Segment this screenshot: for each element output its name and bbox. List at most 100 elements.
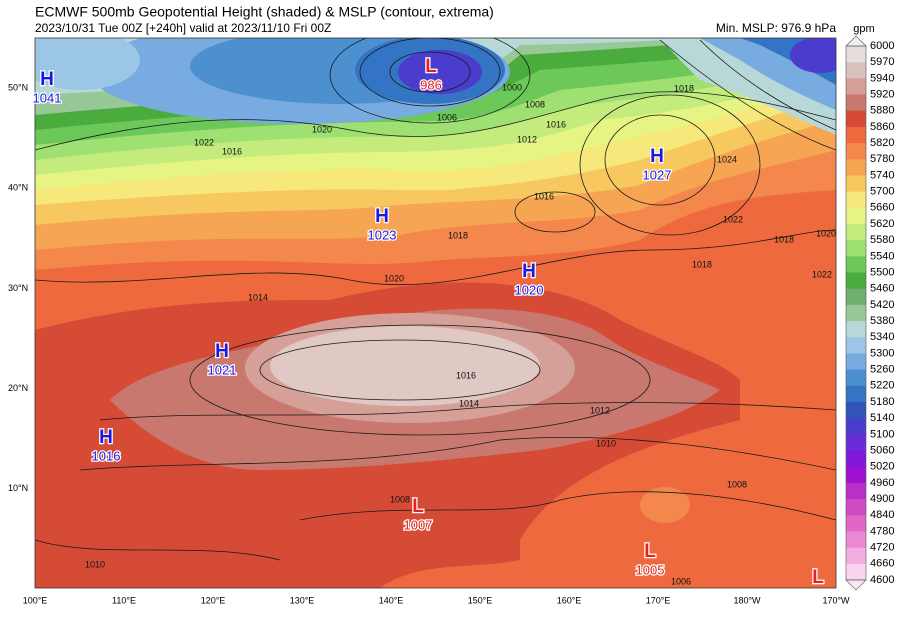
isobar-label: 1024 [717,154,737,164]
colorbar-segment [846,78,866,96]
lon-label: 150°E [468,595,493,605]
colorbar-label: 5540 [870,250,894,262]
colorbar-label: 5880 [870,105,894,117]
colorbar-label: 4720 [870,542,894,554]
lon-label: 180°W [733,595,761,605]
colorbar-label: 5500 [870,266,894,278]
isobar-label: 1010 [85,559,105,569]
lat-label: 30°N [8,283,28,293]
colorbar-label: 4660 [870,558,894,570]
colorbar-label: 5060 [870,444,894,456]
lat-label: 40°N [8,183,28,193]
extremum-letter: L [412,496,424,517]
extremum-letter: H [375,206,389,227]
colorbar-segment [846,46,866,63]
colorbar-label: 5100 [870,428,894,440]
colorbar-segment [846,288,866,306]
colorbar-segment [846,547,866,565]
lon-label: 110°E [112,595,136,605]
colorbar-segment [846,272,866,290]
isobar-label: 1006 [437,112,457,122]
colorbar-label: 5140 [870,412,894,424]
colorbar-label: 5580 [870,234,894,246]
colorbar-label: 5970 [870,56,894,68]
colorbar-segment [846,110,866,128]
colorbar-label: 5420 [870,299,894,311]
colorbar-segment [846,94,866,112]
colorbar-segment [846,175,866,193]
colorbar-segment [846,402,866,419]
map-frame [34,37,837,589]
colorbar-segment [846,321,866,338]
isobar-label: 1006 [671,576,691,586]
colorbar-segment [846,563,866,581]
colorbar-cap [845,579,867,591]
colorbar-label: 5020 [870,461,894,473]
colorbar-segment [846,434,866,452]
isobar-label: 1018 [674,83,694,93]
extremum-value: 1007 [404,517,433,532]
colorbar-label: 6000 [870,40,894,52]
colorbar-segment [846,369,866,387]
colorbar-segment [846,531,866,549]
colorbar-label: 5300 [870,347,894,359]
extremum-value: 1041 [33,90,62,105]
isobar-label: 1018 [448,230,468,240]
isobar-label: 1018 [774,234,794,244]
map-field [35,38,836,588]
colorbar-segment [846,304,866,322]
colorbar-label: 5380 [870,315,894,327]
subtitle: 2023/10/31 Tue 00Z [+240h] valid at 2023… [35,21,331,35]
lon-label: 160°E [557,595,582,605]
isobar-label: 1016 [222,146,242,156]
colorbar-segment [846,159,866,176]
isobar-label: 1008 [727,479,747,489]
colorbar-segment [846,482,866,500]
isobar-label: 1012 [590,405,610,415]
colorbar-label: 5700 [870,186,894,198]
colorbar-segment [846,337,866,354]
colorbar-label: 4780 [870,525,894,537]
colorbar-label: 5340 [870,331,894,343]
extremum-value: 1021 [208,362,237,377]
extremum-value: 986 [420,77,442,92]
isobar-label: 1020 [384,273,404,283]
colorbar-segment [846,224,866,241]
colorbar-segment [846,207,866,225]
title: ECMWF 500mb Geopotential Height (shaded)… [35,4,494,20]
colorbar-label: 5260 [870,364,894,376]
colorbar-label: 5660 [870,202,894,214]
lat-label: 50°N [8,82,28,92]
colorbar-label: 5780 [870,153,894,165]
colorbar-label: 4840 [870,509,894,521]
colorbar-cap [845,35,867,47]
extremum-value: 1027 [643,167,672,182]
colorbar-label: 5860 [870,121,894,133]
colorbar-segment [846,499,866,516]
colorbar-label: 5220 [870,380,894,392]
colorbar-segment [846,256,866,274]
isobar-label: 1022 [723,214,743,224]
isobar-label: 1016 [534,191,554,201]
isobar-label: 1022 [194,137,214,147]
lon-label: 170°W [822,595,850,605]
isobar-label: 1018 [692,259,712,269]
isobar-label: 1010 [596,438,616,448]
colorbar-segment [846,126,866,144]
extremum-letter: H [99,427,113,448]
lon-label: 120°E [201,595,226,605]
isobar-label: 1016 [456,370,476,380]
colorbar-segment [846,450,866,468]
extremum-letter: L [425,56,437,77]
extremum-letter: H [215,341,229,362]
colorbar-segment [846,385,866,403]
extremum-value: 1020 [515,282,544,297]
extremum-value: 1005 [636,562,665,577]
extremum-letter: L [644,541,656,562]
colorbar-unit: gpm [853,23,874,35]
colorbar-label: 5620 [870,218,894,230]
isobar-label: 1014 [248,292,268,302]
lon-label: 140°E [379,595,404,605]
colorbar-segment [846,143,866,160]
